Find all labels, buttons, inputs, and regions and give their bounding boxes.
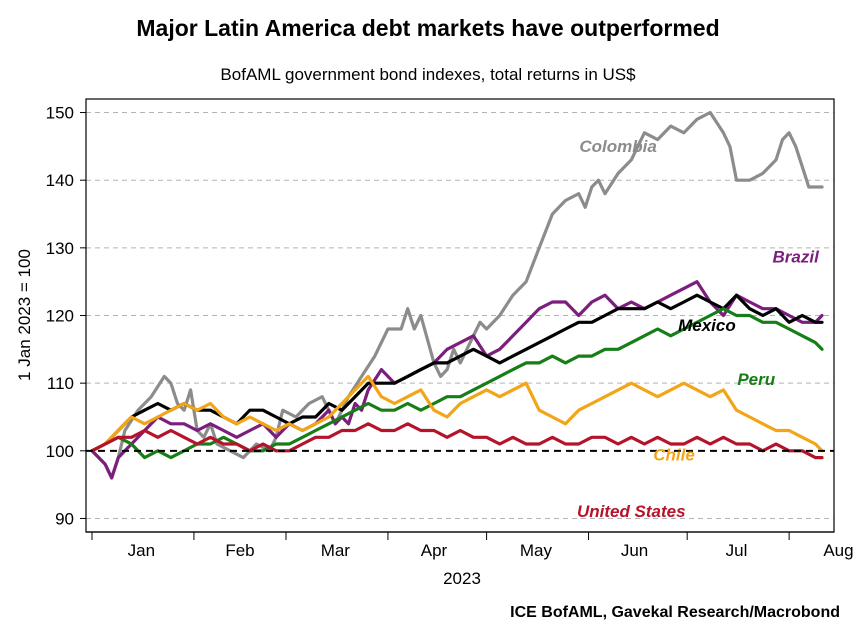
y-tick-label-120: 120 [46, 307, 74, 326]
series-label-brazil: Brazil [773, 248, 821, 267]
chart-subtitle: BofAML government bond indexes, total re… [220, 65, 636, 84]
series-line-united-states [90, 422, 824, 460]
x-tick-label-apr: Apr [421, 541, 448, 560]
x-tick-label-mar: Mar [321, 541, 351, 560]
x-axis: Jan Feb Mar Apr May Jun Jul Aug [86, 531, 854, 560]
x-axis-label: 2023 [443, 569, 481, 588]
y-tick-label-100: 100 [46, 442, 74, 461]
series-label-mexico: Mexico [678, 316, 736, 335]
y-tick-label-130: 130 [46, 239, 74, 258]
x-tick-label-may: May [520, 541, 553, 560]
series-labels: Colombia Brazil Mexico Peru Chile United Stat… [577, 137, 820, 521]
series-line-peru [90, 307, 824, 460]
y-tick-label-110: 110 [47, 374, 74, 393]
chart-title: Major Latin America debt markets have ou… [136, 15, 719, 41]
series-label-colombia: Colombia [579, 137, 656, 156]
y-tick-label-140: 140 [46, 171, 74, 190]
series-line-brazil [90, 280, 824, 480]
series-line-mexico [90, 293, 824, 453]
series-line-colombia [90, 110, 824, 480]
series-group [86, 110, 834, 480]
series-line-chile [90, 374, 824, 453]
source-note: ICE BofAML, Gavekal Research/Macrobond [510, 604, 840, 621]
y-tick-label-90: 90 [55, 509, 74, 528]
plot-frame [85, 98, 835, 533]
y-tick-label-150: 150 [46, 104, 74, 123]
x-tick-label-jan: Jan [128, 541, 155, 560]
series-label-peru: Peru [737, 370, 775, 389]
series-label-united-states: United States [577, 502, 686, 521]
y-axis-label: 1 Jan 2023 = 100 [15, 249, 34, 381]
series-label-chile: Chile [653, 445, 695, 464]
x-tick-label-jul: Jul [726, 541, 748, 560]
x-tick-label-aug: Aug [823, 541, 853, 560]
x-tick-label-jun: Jun [621, 541, 648, 560]
y-axis: 90 100 110 120 130 140 150 [46, 104, 86, 528]
x-tick-label-feb: Feb [225, 541, 254, 560]
